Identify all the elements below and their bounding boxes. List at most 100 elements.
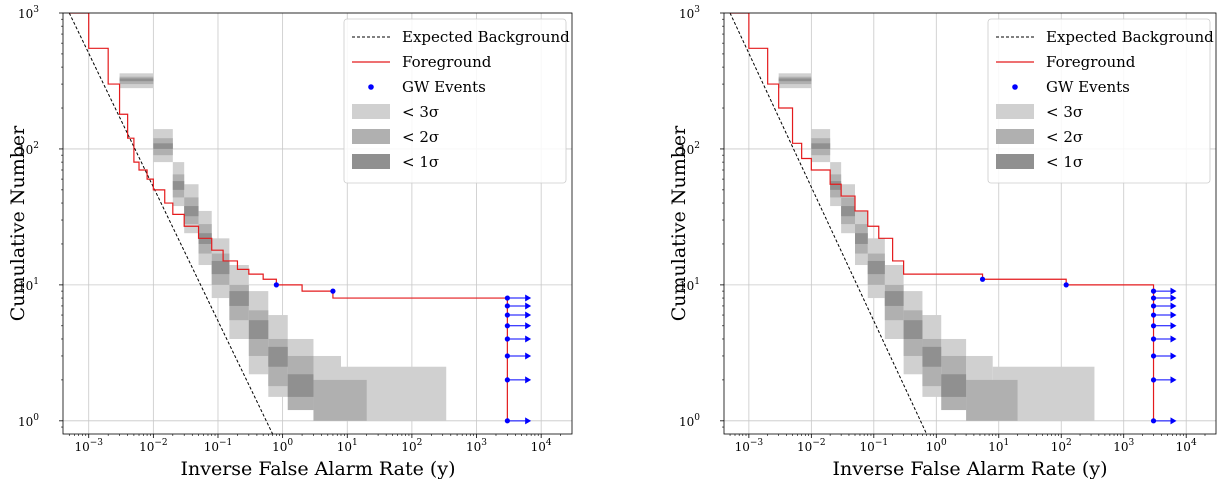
gw-event-point xyxy=(1150,336,1157,342)
gw-event-point xyxy=(273,282,279,288)
y-tick-label: 101 xyxy=(18,277,39,293)
band-segment xyxy=(841,206,856,217)
band-segment xyxy=(903,320,923,339)
legend-swatch-band xyxy=(996,104,1034,119)
x-axis-label: Inverse False Alarm Rate (y) xyxy=(181,458,456,479)
arrow-head xyxy=(1170,335,1177,343)
band-segment xyxy=(778,78,812,82)
gw-event-point xyxy=(1150,353,1157,359)
band-segment xyxy=(811,143,831,149)
arrow-head xyxy=(525,352,532,360)
x-tick-label: 104 xyxy=(531,438,552,454)
gw-event-point xyxy=(1150,312,1157,318)
arrow-head xyxy=(525,376,532,384)
x-axis: 10−3 10−2 10−1 100 101 102 103 104 xyxy=(729,434,1206,454)
band-segment xyxy=(884,291,904,306)
legend-label: < 3σ xyxy=(402,103,439,121)
arrow-head xyxy=(525,294,532,302)
y-axis: 100 101 102 103 xyxy=(18,5,63,429)
arrow-head xyxy=(1170,287,1177,295)
gw-event-point xyxy=(504,295,510,301)
x-axis-label: Inverse False Alarm Rate (y) xyxy=(833,458,1108,479)
legend-label: Expected Background xyxy=(402,28,570,46)
legend-swatch-band xyxy=(996,129,1034,144)
gw-events xyxy=(273,282,510,424)
legend-label: < 2σ xyxy=(402,128,439,146)
band-segment xyxy=(966,379,1018,421)
legend-label: < 1σ xyxy=(402,153,439,171)
x-tick-label: 104 xyxy=(1176,438,1197,454)
arrow-head xyxy=(525,302,532,310)
legend: Expected Background Foreground GW Events < … xyxy=(987,18,1214,184)
plot-area xyxy=(68,13,532,434)
legend: Expected Background Foreground GW Events < … xyxy=(343,18,570,184)
gw-event-point xyxy=(1150,288,1157,294)
legend-swatch-band xyxy=(352,104,390,119)
chart-panel-1: 10−3 10−2 10−1 100 101 102 103 104 100 101 102 103 I… xyxy=(7,5,573,479)
gw-event-point xyxy=(1150,303,1157,309)
plot-area xyxy=(729,13,1177,434)
gw-event-point xyxy=(504,312,510,318)
gw-event-point xyxy=(979,276,986,282)
arrow-head xyxy=(1170,417,1177,425)
y-tick-label: 102 xyxy=(679,141,700,157)
y-tick-label: 102 xyxy=(18,141,39,157)
y-axis: 100 101 102 103 xyxy=(679,5,724,429)
x-tick-label: 100 xyxy=(926,438,947,454)
band-segment xyxy=(922,346,942,367)
band-segment xyxy=(211,260,230,275)
x-tick-label: 10−1 xyxy=(860,438,889,454)
x-tick-label: 100 xyxy=(272,438,293,454)
y-axis-label: Cumulative Number xyxy=(668,125,690,321)
gw-event-point xyxy=(1150,418,1157,424)
legend-swatch-gw-events xyxy=(368,84,374,90)
band-segment xyxy=(119,78,154,82)
x-tick-label: 10−3 xyxy=(735,438,764,454)
band-segment xyxy=(172,181,185,190)
foreground-line xyxy=(69,13,508,421)
y-axis-label: Cumulative Number xyxy=(7,125,29,321)
band-segment xyxy=(313,379,367,421)
y-tick-label: 100 xyxy=(18,413,39,429)
plot-frame xyxy=(723,12,1217,435)
legend-swatch-band xyxy=(352,129,390,144)
legend-box xyxy=(343,18,567,184)
x-tick-label: 103 xyxy=(1113,438,1134,454)
legend-label: GW Events xyxy=(1046,78,1130,96)
arrow-head xyxy=(525,322,532,330)
x-tick-label: 102 xyxy=(1051,438,1072,454)
upper-limit-arrows xyxy=(1153,287,1177,425)
band-2 xyxy=(778,78,967,397)
foreground-line xyxy=(730,13,1155,421)
legend-label: < 2σ xyxy=(1046,128,1083,146)
arrow-head xyxy=(1170,322,1177,330)
legend-label: Foreground xyxy=(1046,53,1136,71)
x-axis: 10−3 10−2 10−1 100 101 102 103 104 xyxy=(68,434,561,454)
band-segment xyxy=(268,346,288,367)
arrow-head xyxy=(1170,294,1177,302)
gw-event-point xyxy=(1150,295,1157,301)
x-tick-label: 10−2 xyxy=(139,438,168,454)
chart-panel-2: 10−3 10−2 10−1 100 101 102 103 104 100 101 102 103 I… xyxy=(668,5,1217,479)
band-segment xyxy=(867,260,885,275)
arrow-head xyxy=(1170,311,1177,319)
band-segment xyxy=(855,233,868,244)
arrow-head xyxy=(525,311,532,319)
band-segment xyxy=(941,374,967,397)
band-2 xyxy=(119,78,314,397)
legend-box xyxy=(987,18,1211,184)
upper-limit-arrows xyxy=(507,294,532,425)
x-tick-label: 103 xyxy=(466,438,487,454)
gw-event-point xyxy=(1063,282,1069,288)
x-tick-label: 101 xyxy=(337,438,358,454)
band-segment xyxy=(184,206,199,217)
expected-background-line xyxy=(729,13,928,434)
legend-swatch-band xyxy=(352,154,390,169)
arrow-head xyxy=(1170,302,1177,310)
y-tick-label: 103 xyxy=(18,5,39,21)
gw-event-point xyxy=(1150,323,1157,329)
expected-background-line xyxy=(68,13,274,434)
gw-event-point xyxy=(504,323,510,329)
band-segment xyxy=(830,181,842,190)
